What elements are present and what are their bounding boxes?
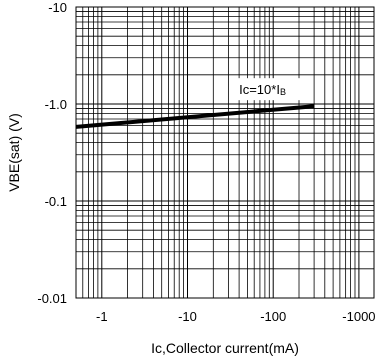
x-tick-label: -100: [260, 309, 286, 324]
y-tick-label: -1.0: [45, 97, 67, 112]
x-tick-label: -10: [178, 309, 197, 324]
x-axis-label: Ic,Collector current(mA): [151, 340, 299, 356]
annotation-label: Ic=10*IB: [239, 82, 286, 97]
series-layer: [75, 104, 315, 129]
y-tick-label: -0.01: [37, 291, 67, 306]
annotation-main: Ic=10*I: [239, 82, 280, 97]
plot-frame: [75, 6, 375, 299]
annotation-box: [232, 78, 313, 101]
annotation-subscript: B: [280, 87, 286, 97]
y-axis-label: VBE(sat) (V): [6, 113, 22, 192]
annotation-ic-10ib: Ic=10*IB: [232, 78, 313, 101]
x-tick-label: -1000: [342, 309, 375, 324]
series-line: [75, 104, 315, 129]
y-tick-label: -0.1: [45, 194, 67, 209]
y-tick-label: -10: [48, 0, 67, 15]
tick-labels: -1 -10 -100 -1000 -10 -1.0 -0.1 -0.01: [37, 0, 375, 324]
x-tick-label: -1: [96, 309, 108, 324]
grid: [75, 6, 374, 299]
